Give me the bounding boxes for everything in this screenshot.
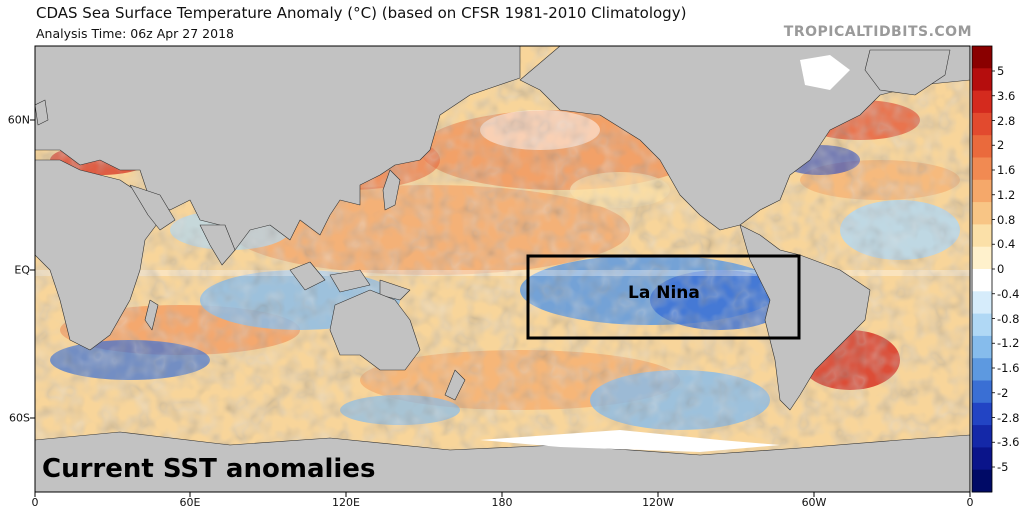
colorbar-label: -3.6 [997,435,1020,450]
colorbar-label: 2.8 [997,113,1016,128]
lon-label-180: 180 [491,496,513,509]
colorbar-swatch [972,90,992,114]
colorbar-swatch [972,291,992,315]
colorbar-label: 2 [997,138,1005,153]
lat-label-eq: EQ [14,263,30,277]
analysis-time: Analysis Time: 06z Apr 27 2018 [36,26,234,41]
colorbar-label: -5 [997,460,1009,474]
colorbar-swatch [972,246,992,270]
colorbar-swatch [972,269,992,292]
colorbar-label: 1.6 [997,163,1016,177]
sea-ice [480,430,780,452]
la-nina-box [526,254,801,340]
lon-label-120w: 120W [642,496,674,509]
lon-label-60w: 60W [801,496,827,509]
colorbar-label: 0.4 [997,237,1016,252]
colorbar-label: 0 [997,262,1005,276]
colorbar-swatch [972,135,992,158]
colorbar [971,45,995,493]
colorbar-swatch [972,179,992,203]
colorbar-label: 5 [997,64,1005,78]
colorbar-swatch [972,68,992,92]
colorbar-label: 0.8 [997,212,1016,227]
chart-title: CDAS Sea Surface Temperature Anomaly (°C… [36,4,687,22]
colorbar-label: -0.4 [997,286,1020,301]
la-nina-label: La Nina [628,283,700,303]
colorbar-swatch [972,358,992,381]
colorbar-swatch [972,469,992,493]
land-masses [35,46,970,492]
colorbar-swatch [972,380,992,404]
colorbar-swatch [972,112,992,136]
colorbar-swatch [972,447,992,471]
axis-ticks [30,119,971,497]
colorbar-label: -1.2 [997,336,1020,351]
lat-label-60n: 60N [7,113,30,127]
colorbar-swatch [972,157,992,181]
colorbar-swatch [972,425,992,448]
colorbar-label: -2 [997,385,1009,400]
colorbar-label: -1.6 [997,361,1020,375]
lon-label-0: 0 [31,496,39,509]
colorbar-swatch [972,202,992,225]
site-watermark: TROPICALTIDBITS.COM [783,24,972,40]
lat-label-60s: 60S [9,411,30,425]
colorbar-label: 1.2 [997,187,1016,202]
colorbar-swatch [972,402,992,426]
lon-label-0-right: 0 [966,496,974,509]
colorbar-swatch [972,313,992,337]
colorbar-swatch [972,224,992,248]
sea-ice-arctic [800,55,850,90]
colorbar-label: -2.8 [997,410,1020,425]
colorbar-swatch [972,46,992,69]
map-caption: Current SST anomalies [42,454,376,484]
colorbar-label: 3.6 [997,88,1016,103]
lon-label-60e: 60E [179,496,201,509]
colorbar-label: -0.8 [997,311,1020,326]
lon-label-120e: 120E [332,496,360,509]
colorbar-swatch [972,335,992,359]
